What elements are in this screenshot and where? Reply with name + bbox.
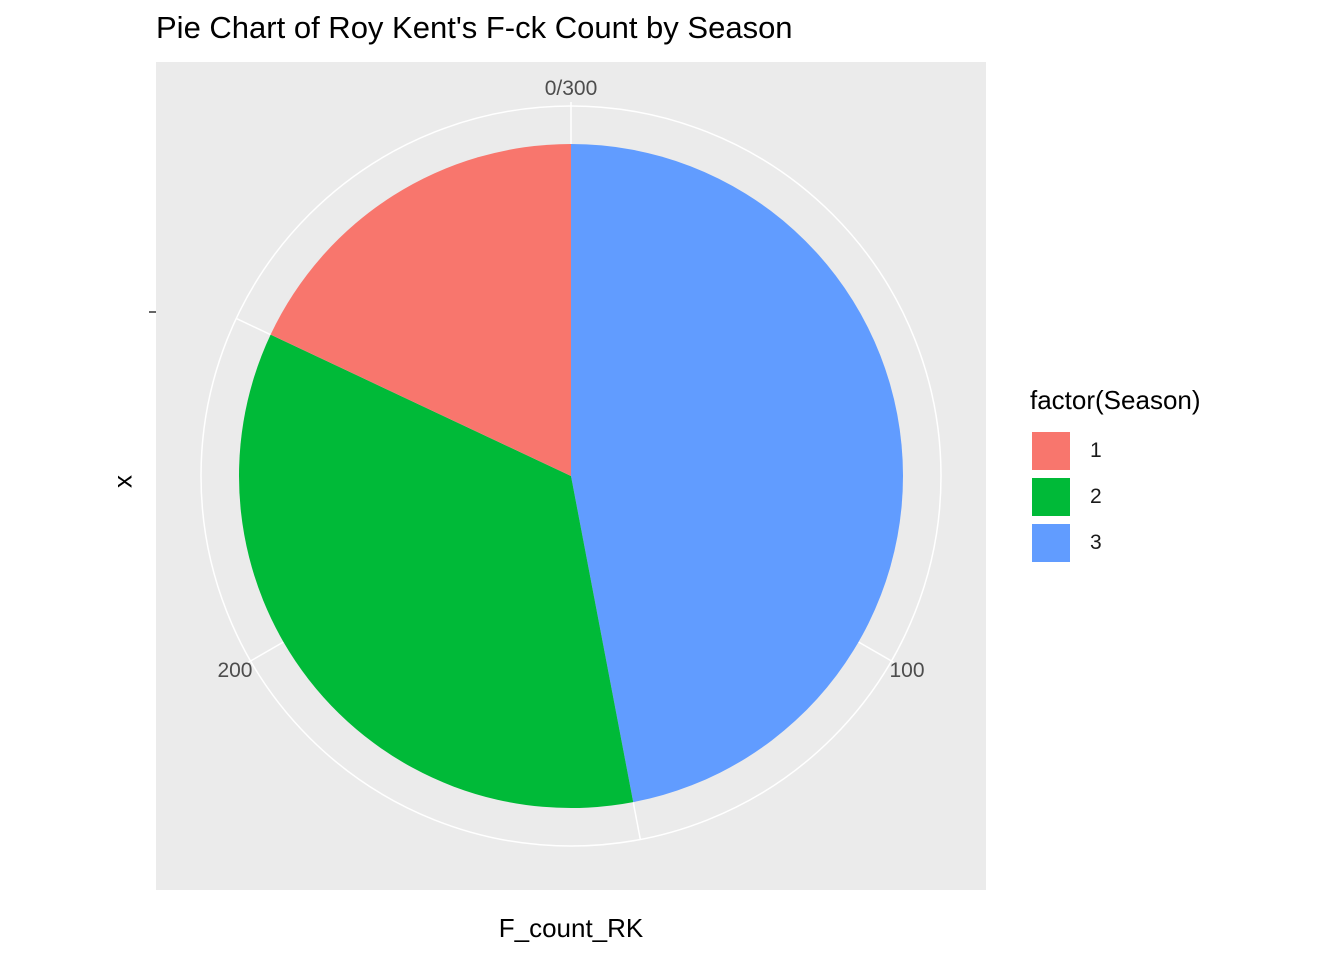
legend-item-1: 1 <box>1030 428 1201 474</box>
chart-title: Pie Chart of Roy Kent's F-ck Count by Se… <box>156 10 793 45</box>
grid-boundary-2 <box>235 317 271 336</box>
grid-boundary-1 <box>632 801 642 840</box>
legend-label-2: 2 <box>1090 485 1102 508</box>
legend: factor(Season) 1 2 3 <box>1030 385 1201 566</box>
theta-tick-label-200: 200 <box>217 659 252 682</box>
theta-tick-label-100: 100 <box>889 659 924 682</box>
pie-slice-season-3 <box>571 144 903 803</box>
theta-tick-label-0: 0/300 <box>545 77 598 100</box>
legend-title: factor(Season) <box>1030 385 1201 415</box>
legend-key-2 <box>1030 476 1072 518</box>
grid-spoke-200 <box>246 641 284 664</box>
pie-slices <box>238 143 903 808</box>
pie-slice-season-2 <box>238 334 634 808</box>
legend-item-3: 3 <box>1030 520 1201 566</box>
grid-spoke-100 <box>858 641 896 664</box>
legend-key-1 <box>1030 430 1072 472</box>
legend-item-2: 2 <box>1030 474 1201 520</box>
legend-label-1: 1 <box>1090 439 1102 462</box>
legend-key-3 <box>1030 522 1072 564</box>
theta-ticks: 0/300 100 200 <box>217 77 924 682</box>
grid-lines <box>200 102 942 847</box>
y-axis-label: x <box>107 475 138 488</box>
pie-slice-season-1 <box>270 143 571 476</box>
legend-label-3: 3 <box>1090 531 1102 554</box>
x-axis-label: F_count_RK <box>498 913 644 943</box>
